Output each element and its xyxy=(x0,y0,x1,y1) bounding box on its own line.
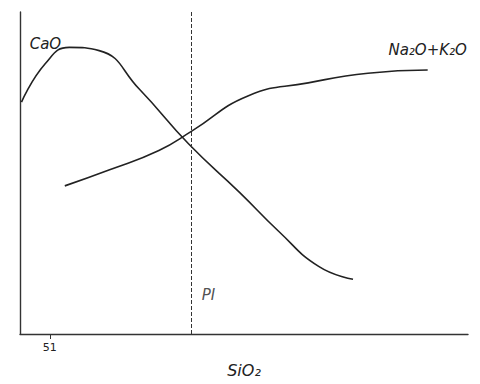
svg-text:Na₂O+K₂O: Na₂O+K₂O xyxy=(388,41,467,59)
svg-text:51: 51 xyxy=(43,341,57,354)
svg-text:CaO: CaO xyxy=(30,35,62,53)
svg-text:SiO₂: SiO₂ xyxy=(227,361,261,380)
svg-text:PI: PI xyxy=(202,286,216,304)
